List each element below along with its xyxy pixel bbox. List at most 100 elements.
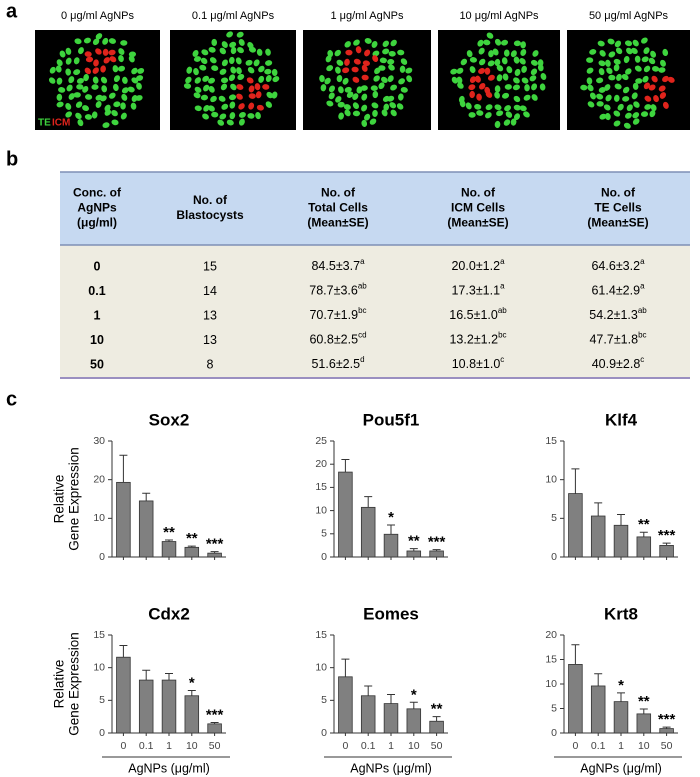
cell-value: 17.3±1.1 (451, 284, 500, 298)
cell-nucleus (352, 110, 361, 117)
cell-nucleus (364, 49, 371, 57)
y-tick-label: 5 (551, 512, 557, 524)
cell-nucleus (211, 111, 219, 118)
cell-nucleus (539, 83, 546, 91)
cell-nucleus (494, 85, 501, 93)
error-bar (639, 708, 648, 714)
significance-label: ** (408, 533, 420, 550)
y-tick-label: 0 (99, 551, 105, 563)
error-bar (662, 542, 671, 546)
cell-nucleus (91, 111, 98, 119)
cell-nucleus (487, 74, 495, 81)
table-cell: 10 (90, 333, 104, 347)
cell-nucleus (504, 105, 511, 112)
cell-nucleus (76, 78, 84, 84)
table-cell: 61.4±2.9a (591, 282, 645, 298)
cell-nucleus (519, 58, 526, 65)
cell-nucleus (635, 78, 643, 84)
x-tick-label: 50 (209, 740, 221, 752)
cell-nucleus (607, 38, 615, 45)
cell-nucleus (652, 66, 660, 72)
cell-nucleus (372, 55, 379, 62)
error-bar (165, 539, 173, 542)
cell-nucleus (120, 40, 128, 46)
cell-nucleus (502, 92, 510, 99)
y-tick-label: 20 (545, 629, 557, 641)
x-axis-label: AgNPs (μg/ml) (128, 761, 210, 775)
bar (406, 708, 422, 734)
cell-nucleus (112, 65, 119, 73)
x-axis-label: AgNPs (μg/ml) (580, 761, 662, 775)
table-header-cell: No. of (601, 186, 636, 200)
table-cell: 1 (94, 308, 101, 322)
cell-nucleus (84, 51, 92, 57)
cell-superscript: bc (638, 331, 646, 340)
y-tick-label: 10 (93, 512, 105, 524)
cell-value: 54.2±1.3 (589, 308, 638, 322)
bar (383, 703, 399, 734)
cell-nucleus (513, 95, 521, 103)
cell-nucleus (271, 91, 278, 99)
cell-value: 78.7±3.6 (309, 284, 358, 298)
cell-nucleus (648, 57, 656, 65)
significance-label: * (411, 686, 417, 703)
cell-nucleus (371, 102, 379, 109)
x-axis-label: AgNPs (μg/ml) (350, 761, 432, 775)
cell-nucleus (199, 64, 207, 71)
cell-nucleus (457, 82, 464, 89)
cell-nucleus (265, 101, 273, 108)
cell-nucleus (344, 86, 352, 93)
cell-nucleus (503, 119, 511, 126)
cell-nucleus (75, 101, 83, 108)
y-tick-label: 0 (551, 727, 557, 739)
cell-nucleus (211, 38, 218, 47)
cell-nucleus (529, 75, 537, 82)
table-cell: 84.5±3.7a (311, 257, 365, 273)
cell-nucleus (624, 40, 633, 47)
cell-nucleus (208, 85, 215, 93)
y-tick-label: 0 (321, 551, 327, 563)
bar (613, 701, 629, 734)
cell-superscript: a (500, 282, 505, 291)
cell-nucleus (658, 85, 666, 92)
x-tick-label: 0 (342, 740, 348, 752)
cell-nucleus (496, 74, 503, 82)
cell-nucleus (613, 110, 621, 117)
cell-nucleus (113, 101, 121, 108)
cell-superscript: ab (358, 282, 367, 291)
cell-nucleus (219, 113, 227, 120)
cell-nucleus (338, 86, 344, 94)
cell-nucleus (100, 65, 106, 73)
cell-nucleus (220, 77, 229, 84)
cell-nucleus (631, 47, 638, 55)
bar (161, 679, 177, 734)
cell-nucleus (459, 100, 466, 108)
cell-nucleus (621, 73, 629, 81)
cell-nucleus (245, 59, 253, 66)
cell-nucleus (477, 39, 484, 47)
cell-nucleus (352, 102, 359, 110)
cell-nucleus (120, 102, 126, 110)
y-tick-label: 20 (315, 458, 327, 470)
cell-nucleus (73, 69, 81, 76)
cell-nucleus (320, 84, 327, 92)
bar (161, 541, 177, 558)
cell-superscript: a (500, 257, 505, 266)
panel-label: a (6, 0, 18, 22)
cell-nucleus (326, 65, 334, 72)
y-tick-label: 10 (545, 473, 557, 485)
cell-nucleus (360, 85, 368, 91)
cell-nucleus (344, 58, 350, 66)
cell-nucleus (127, 86, 135, 93)
cell-nucleus (113, 83, 119, 92)
cell-nucleus (597, 40, 605, 47)
cell-nucleus (56, 77, 63, 85)
y-tick-label: 10 (315, 661, 327, 673)
cell-nucleus (596, 77, 604, 84)
table-header-cell: TE Cells (594, 201, 642, 215)
cell-nucleus (221, 59, 228, 67)
cell-nucleus (362, 60, 370, 67)
bar (116, 656, 131, 734)
significance-label: * (388, 509, 394, 526)
cell-superscript: a (640, 282, 645, 291)
